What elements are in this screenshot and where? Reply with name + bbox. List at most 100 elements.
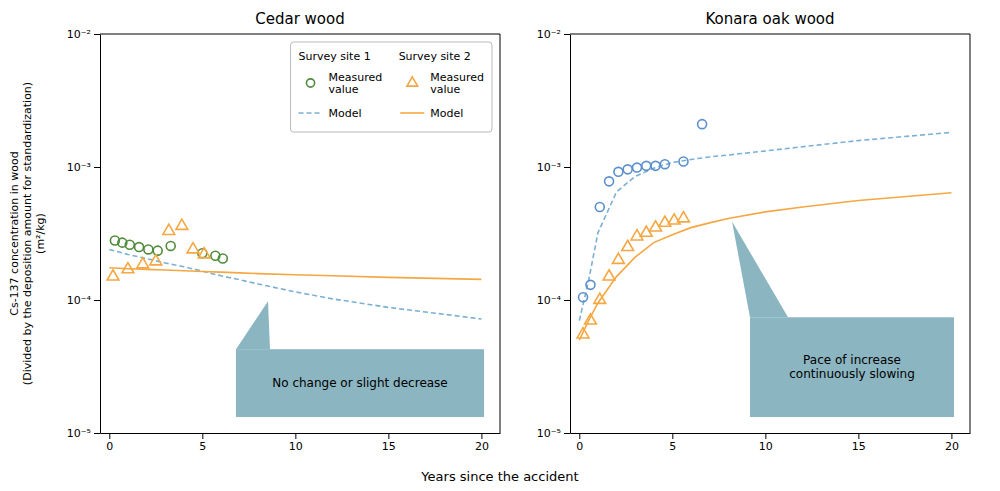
series-points [110,236,227,263]
tick: 0 [576,433,583,453]
tick: 10⁻⁵ [67,427,100,440]
tick-label: 10⁻³ [67,161,91,174]
tick-label: 10⁻³ [537,161,561,174]
data-point [595,203,604,212]
legend-swatch [400,112,424,114]
tick-label: 15 [382,440,396,453]
tick-label: 10⁻⁵ [67,427,91,440]
data-point [632,163,641,172]
data-point [679,157,688,166]
data-point [642,161,651,170]
data-point [594,293,606,303]
text-line: continuously slowing [789,367,915,381]
panel: 05101520 10⁻⁵ 10⁻⁴ 10⁻³ 10⁻² Pace of increase… [537,10,971,453]
callout-box [236,349,484,417]
annotation: No change or slight decrease [236,301,484,417]
tick: 15 [382,433,396,453]
tick-mark [564,167,570,168]
legend-label: Model [430,107,463,120]
tick-label: 10⁻⁵ [537,427,561,440]
tick-mark [109,433,110,439]
tick-mark [94,300,100,301]
tick: 5 [199,433,206,453]
callout-pointer [732,222,788,318]
tick-mark [295,433,296,439]
tick-label: 0 [106,440,113,453]
data-point [623,165,632,174]
tick-mark [94,34,100,35]
text-line: Cs-137 concentration in wood [8,151,21,316]
tick-label: 10⁻² [537,28,561,41]
data-point [614,167,623,176]
data-point [698,120,707,129]
text-line: Pace of increase [803,353,901,367]
x-axis: 0 5 10 15 20 [101,433,501,453]
axis-line [570,35,571,434]
legend-entry: Measuredvalue [407,71,484,96]
data-point [622,240,634,250]
data-point [678,212,690,222]
tick-mark [202,433,203,439]
data-point [150,255,162,265]
tick-label: 10 [759,440,773,453]
legend-entry: Measuredvalue [306,71,382,96]
text-line: value [430,83,460,96]
legend-entry: Model [400,107,463,120]
data-point [660,160,669,169]
tick: 10 [759,433,773,453]
legend-column: Measuredvalue Model [299,71,383,120]
tick: 10⁻³ [67,161,100,174]
y-axis: 10⁻⁵ 10⁻⁴ 10⁻³ 10⁻² [67,28,101,440]
tick: 0 [106,433,113,453]
tick-mark [579,433,580,439]
tick-label: 20 [475,440,489,453]
tick: 10⁻² [537,28,570,41]
plot-area [107,219,481,319]
data-point [605,177,614,186]
series-line [109,268,481,280]
legend-box [291,42,492,132]
data-point [585,314,597,324]
tick-label: 5 [199,440,206,453]
data-point [187,243,199,253]
tick-mark [388,433,389,439]
x-axis: 05101520 [571,433,971,453]
tick-label: 10⁻⁴ [537,294,562,307]
text-line: No change or slight decrease [272,376,448,390]
series-line [579,132,951,320]
plot-frame [570,34,970,433]
tick-mark [564,34,570,35]
y-axis: 10⁻⁵ 10⁻⁴ 10⁻³ 10⁻² [537,28,571,440]
chart-title: Cedar wood [255,10,345,28]
figure: 0 5 10 15 20 10⁻⁵ 10⁻⁴ 10⁻³ 10⁻² No change or sli… [0,0,1000,491]
series-line [109,249,481,319]
data-point [176,219,188,229]
legend-swatch [299,112,323,114]
tick-mark [94,167,100,168]
legend: Survey site 1 Survey site 2Measuredvalue… [291,42,492,132]
tick: 20 [945,433,959,453]
data-point [125,240,134,249]
tick-mark [564,433,570,434]
series-points [579,120,707,302]
legend-entry: Model [299,107,362,120]
tick-label: 0 [576,440,583,453]
annotation-text: No change or slight decrease [272,376,448,390]
data-point [144,245,153,254]
data-point [586,280,595,289]
tick-label: 10⁻⁴ [67,294,92,307]
data-point [166,241,175,250]
legend-label: Measuredvalue [329,71,383,96]
tick-label: 20 [945,440,959,453]
chart-title: Konara oak wood [705,10,834,28]
legend-label: Model [329,107,362,120]
axis-line [571,433,971,434]
legend-swatch [407,77,418,86]
plot-frame [100,34,500,433]
axis-line [100,35,101,434]
data-point [577,328,589,338]
tick-label: 10 [289,440,303,453]
text-line: (Divided by the deposition amount for st… [21,82,34,385]
plot-area [577,120,951,340]
tick-label: 10⁻² [67,28,91,41]
